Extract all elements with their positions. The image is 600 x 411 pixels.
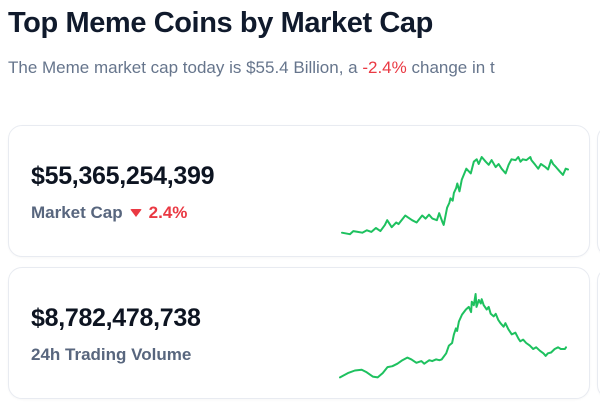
market-cap-card: $55,365,254,399 Market Cap 2.4% xyxy=(8,125,590,257)
page-title: Top Meme Coins by Market Cap xyxy=(8,7,433,39)
market-cap-change: 2.4% xyxy=(148,203,188,222)
page-subtitle: The Meme market cap today is $55.4 Billi… xyxy=(8,58,600,78)
market-cap-sparkline-chart xyxy=(340,155,570,237)
subtitle-text: The Meme market cap today is $55.4 Billi… xyxy=(8,58,363,77)
trading-volume-card: $8,782,478,738 24h Trading Volume xyxy=(8,267,590,399)
trading-volume-sparkline-chart xyxy=(338,292,568,382)
subtitle-text-suffix: change in t xyxy=(406,58,495,77)
market-cap-value: $55,365,254,399 xyxy=(31,162,215,190)
trading-volume-value: $8,782,478,738 xyxy=(31,304,201,332)
subtitle-change-percent: -2.4% xyxy=(362,58,407,77)
trading-volume-label-row: 24h Trading Volume xyxy=(31,345,191,365)
market-cap-label-row: Market Cap 2.4% xyxy=(31,203,187,223)
down-arrow-icon xyxy=(129,209,142,217)
market-cap-label: Market Cap xyxy=(31,203,123,222)
trading-volume-label: 24h Trading Volume xyxy=(31,345,192,364)
